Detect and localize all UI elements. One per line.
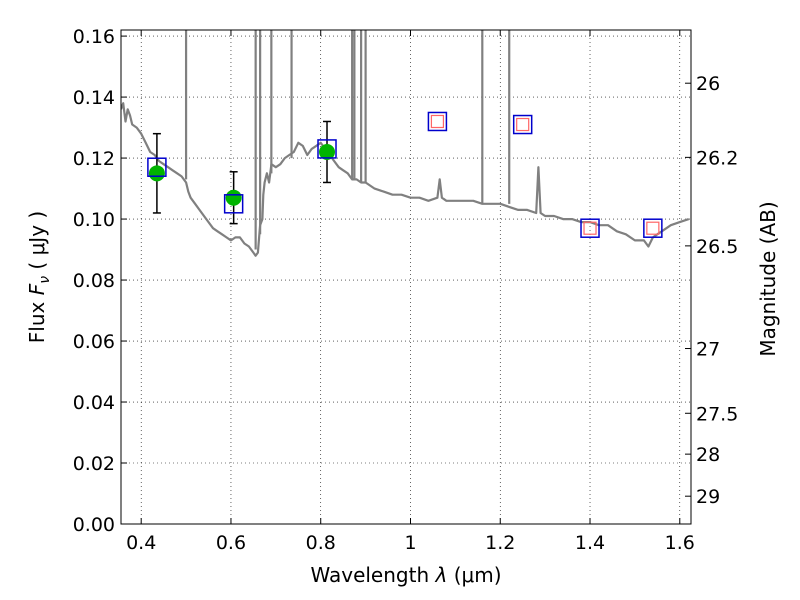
y2-tick-label: 26: [696, 73, 720, 95]
y2-tick-label: 29: [696, 486, 720, 508]
y-tick-label: 0.12: [73, 148, 115, 170]
data-layer: [121, 30, 690, 257]
y-tick-label: 0.08: [73, 270, 115, 292]
model-photometry-square: [147, 157, 167, 177]
model-photometry-square: [317, 139, 337, 159]
axis-layer: 0.4 0.6 0.8 1 1.2 1.4 1.6 0.00 0.02 0.04 0.06 0.08 0…: [73, 26, 739, 554]
y-tick-label: 0.02: [73, 453, 115, 475]
y-tick-label: 0.14: [73, 87, 115, 109]
x-tick-label: 1: [404, 532, 416, 554]
y-tick-label: 0.16: [73, 26, 115, 48]
y2-tick-label: 26.2: [696, 147, 738, 169]
y2-tick-label: 26.5: [696, 236, 738, 258]
y-tick-label: 0.00: [73, 514, 115, 536]
x-tick-label: 1.6: [665, 532, 695, 554]
right-axis-label: Magnitude (AB): [756, 201, 780, 356]
plot-frame: [120, 29, 692, 525]
observed-photometry-point: [319, 143, 336, 160]
predicted-photometry-square: [430, 114, 445, 129]
predicted-photometry-square: [646, 221, 660, 235]
y-tick-label: 0.04: [73, 392, 115, 414]
x-axis-label: Wavelength λ (μm): [310, 563, 501, 587]
y-tick-label: 0.06: [73, 331, 115, 353]
x-tick-label: 0.4: [126, 532, 156, 554]
y2-tick-label: 28: [696, 444, 720, 466]
y2-tick-label: 27: [696, 339, 720, 361]
model-photometry-square: [427, 111, 448, 132]
model-photometry-square: [643, 218, 663, 238]
y-tick-label: 0.10: [73, 209, 115, 231]
model-photometry-square: [512, 114, 533, 135]
spectrum-line: [121, 102, 690, 257]
x-tick-label: 0.6: [216, 532, 246, 554]
observed-photometry-point: [225, 189, 242, 206]
observed-photometry-point: [148, 165, 165, 182]
y-axis-label: Flux Fν ( μJy ): [25, 211, 53, 343]
x-tick-label: 1.4: [575, 532, 605, 554]
x-tick-label: 0.8: [306, 532, 336, 554]
model-photometry-square: [223, 194, 244, 214]
predicted-photometry-square: [516, 117, 530, 132]
y2-tick-label: 27.5: [696, 403, 738, 425]
model-photometry-square: [580, 218, 600, 238]
x-tick-label: 1.2: [485, 532, 515, 554]
predicted-photometry-square: [583, 221, 597, 235]
